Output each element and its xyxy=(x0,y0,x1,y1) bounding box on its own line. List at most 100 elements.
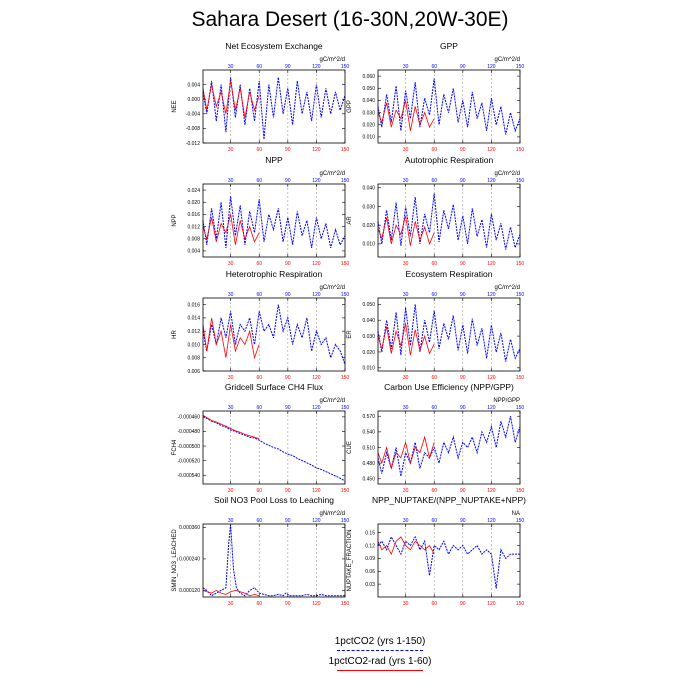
series-line-1pctco2-rad xyxy=(202,214,260,245)
x-tick-label-top: 60 xyxy=(256,518,262,524)
series-line-1pctco2 xyxy=(202,524,345,597)
y-tick-label: -0.012 xyxy=(186,141,200,147)
y-tick-label: 0.024 xyxy=(187,188,200,194)
x-tick-label: 150 xyxy=(341,488,350,494)
series-line-1pctco2-rad xyxy=(202,317,260,360)
chart-title: Carbon Use Efficiency (NPP/GPP) xyxy=(384,382,514,392)
series-line-1pctco2 xyxy=(377,193,521,250)
x-tick-label-top: 150 xyxy=(341,292,350,298)
x-tick-label: 150 xyxy=(341,147,350,153)
plot-frame xyxy=(377,523,521,598)
x-tick-label-top: 90 xyxy=(460,64,466,70)
x-tick-label-top: 30 xyxy=(403,292,409,298)
y-tick-label: -0.008 xyxy=(186,126,200,132)
y-tick-label: 0.000240 xyxy=(179,557,200,563)
y-tick-label: 0.008 xyxy=(187,356,200,362)
x-tick-label: 90 xyxy=(285,601,291,607)
chart-title: GPP xyxy=(440,41,458,51)
chart-panel: Gridcell Surface CH4 Flux gC/m^2/d FCH4 30 3… xyxy=(172,382,349,494)
y-tick-label: 0.020 xyxy=(187,200,200,206)
chart-title: Soil NO3 Pool Loss to Leaching xyxy=(214,495,334,505)
x-tick-label: 150 xyxy=(341,601,350,607)
x-tick-label-top: 150 xyxy=(341,518,350,524)
y-tick-label: 0.014 xyxy=(187,316,200,322)
y-axis-label: FCH4 xyxy=(172,439,178,455)
x-tick-label: 60 xyxy=(431,488,437,494)
chart-title: Ecosystem Respiration xyxy=(406,269,493,279)
chart-units: NA xyxy=(512,511,520,517)
series-line-1pctco2-rad xyxy=(202,415,260,440)
x-tick-label: 60 xyxy=(256,261,262,267)
y-tick-label: 0.016 xyxy=(187,212,200,218)
chart-panel: NPP gC/m^2/d NPP 30 30 60 60 90 90 120 120 150 150 0.… xyxy=(172,155,349,267)
series-line-1pctco2 xyxy=(202,416,346,482)
series-line-1pctco2 xyxy=(377,78,521,135)
chart-units: gC/m^2/d xyxy=(495,285,521,291)
x-tick-label-top: 60 xyxy=(431,64,437,70)
plot-frame xyxy=(202,523,346,598)
x-tick-label: 60 xyxy=(431,601,437,607)
y-tick-label: 0.030 xyxy=(362,110,375,116)
x-tick-label-top: 60 xyxy=(256,64,262,70)
y-tick-label: -0.000520 xyxy=(177,458,200,464)
series-line-1pctco2-rad xyxy=(377,100,435,131)
x-tick-label-top: 150 xyxy=(516,405,525,411)
y-tick-label: 0.03 xyxy=(365,582,375,588)
series-line-1pctco2 xyxy=(202,77,346,140)
series-line-1pctco2 xyxy=(377,416,521,477)
x-tick-label-top: 30 xyxy=(228,518,234,524)
legend-swatch-series-b xyxy=(337,670,423,671)
x-tick-label: 90 xyxy=(285,488,291,494)
x-tick-label-top: 120 xyxy=(312,292,321,298)
y-tick-label: 0.030 xyxy=(362,204,375,210)
series-line-1pctco2 xyxy=(202,304,346,365)
x-tick-label-top: 90 xyxy=(285,405,291,411)
legend-swatch-series-a xyxy=(337,650,423,651)
plot-frame xyxy=(377,183,521,258)
x-tick-label: 120 xyxy=(312,261,321,267)
x-tick-label-top: 120 xyxy=(312,64,321,70)
plot-frame xyxy=(377,297,521,372)
x-tick-label: 60 xyxy=(431,375,437,381)
x-tick-label-top: 30 xyxy=(228,178,234,184)
series-line-1pctco2-rad xyxy=(377,323,435,356)
y-tick-label: 0.020 xyxy=(362,123,375,129)
series-line-1pctco2-rad xyxy=(202,589,260,597)
x-tick-label-top: 150 xyxy=(516,518,525,524)
y-tick-label: 0.012 xyxy=(187,224,200,230)
plot-frame xyxy=(202,410,346,485)
y-tick-label: 0.040 xyxy=(362,98,375,104)
chart-panel: Net Ecosystem Exchange gC/m^2/d NEE 30 30 60 6… xyxy=(172,41,349,153)
chart-title: Gridcell Surface CH4 Flux xyxy=(225,382,324,392)
chart-title: Heterotrophic Respiration xyxy=(226,269,323,279)
x-tick-label: 90 xyxy=(285,147,291,153)
x-tick-label: 120 xyxy=(487,261,496,267)
x-tick-label: 90 xyxy=(460,147,466,153)
y-tick-label: -0.004 xyxy=(186,112,200,118)
x-tick-label: 90 xyxy=(460,488,466,494)
y-axis-label: NEE xyxy=(172,100,178,112)
y-tick-label: 0.040 xyxy=(362,318,375,324)
legend-entry-series-b: 1pctCO2-rad (yrs 1-60) xyxy=(300,656,460,671)
chart-title: NPP_NUPTAKE/(NPP_NUPTAKE+NPP) xyxy=(372,495,526,505)
y-tick-label: 0.000120 xyxy=(179,588,200,594)
y-tick-label: 0.540 xyxy=(362,430,375,436)
chart-panel: Soil NO3 Pool Loss to Leaching gN/m^2/d SM… xyxy=(172,495,349,607)
x-tick-label-top: 90 xyxy=(285,292,291,298)
series-line-1pctco2 xyxy=(377,304,521,362)
y-tick-label: 0.010 xyxy=(187,342,200,348)
x-tick-label-top: 120 xyxy=(312,518,321,524)
y-tick-label: 0.020 xyxy=(362,350,375,356)
y-axis-label: ER xyxy=(347,330,353,339)
y-tick-label: -0.000480 xyxy=(177,429,200,435)
x-tick-label-top: 120 xyxy=(487,292,496,298)
main-title: Sahara Desert (16-30N,20W-30E) xyxy=(191,8,509,31)
series-line-1pctco2 xyxy=(202,196,346,249)
x-tick-label-top: 120 xyxy=(312,405,321,411)
plot-frame xyxy=(202,183,346,258)
y-tick-label: 0.030 xyxy=(362,334,375,340)
chart-title: Net Ecosystem Exchange xyxy=(225,41,323,51)
x-tick-label-top: 120 xyxy=(487,405,496,411)
y-tick-label: 0.15 xyxy=(365,530,375,536)
x-tick-label-top: 120 xyxy=(312,178,321,184)
